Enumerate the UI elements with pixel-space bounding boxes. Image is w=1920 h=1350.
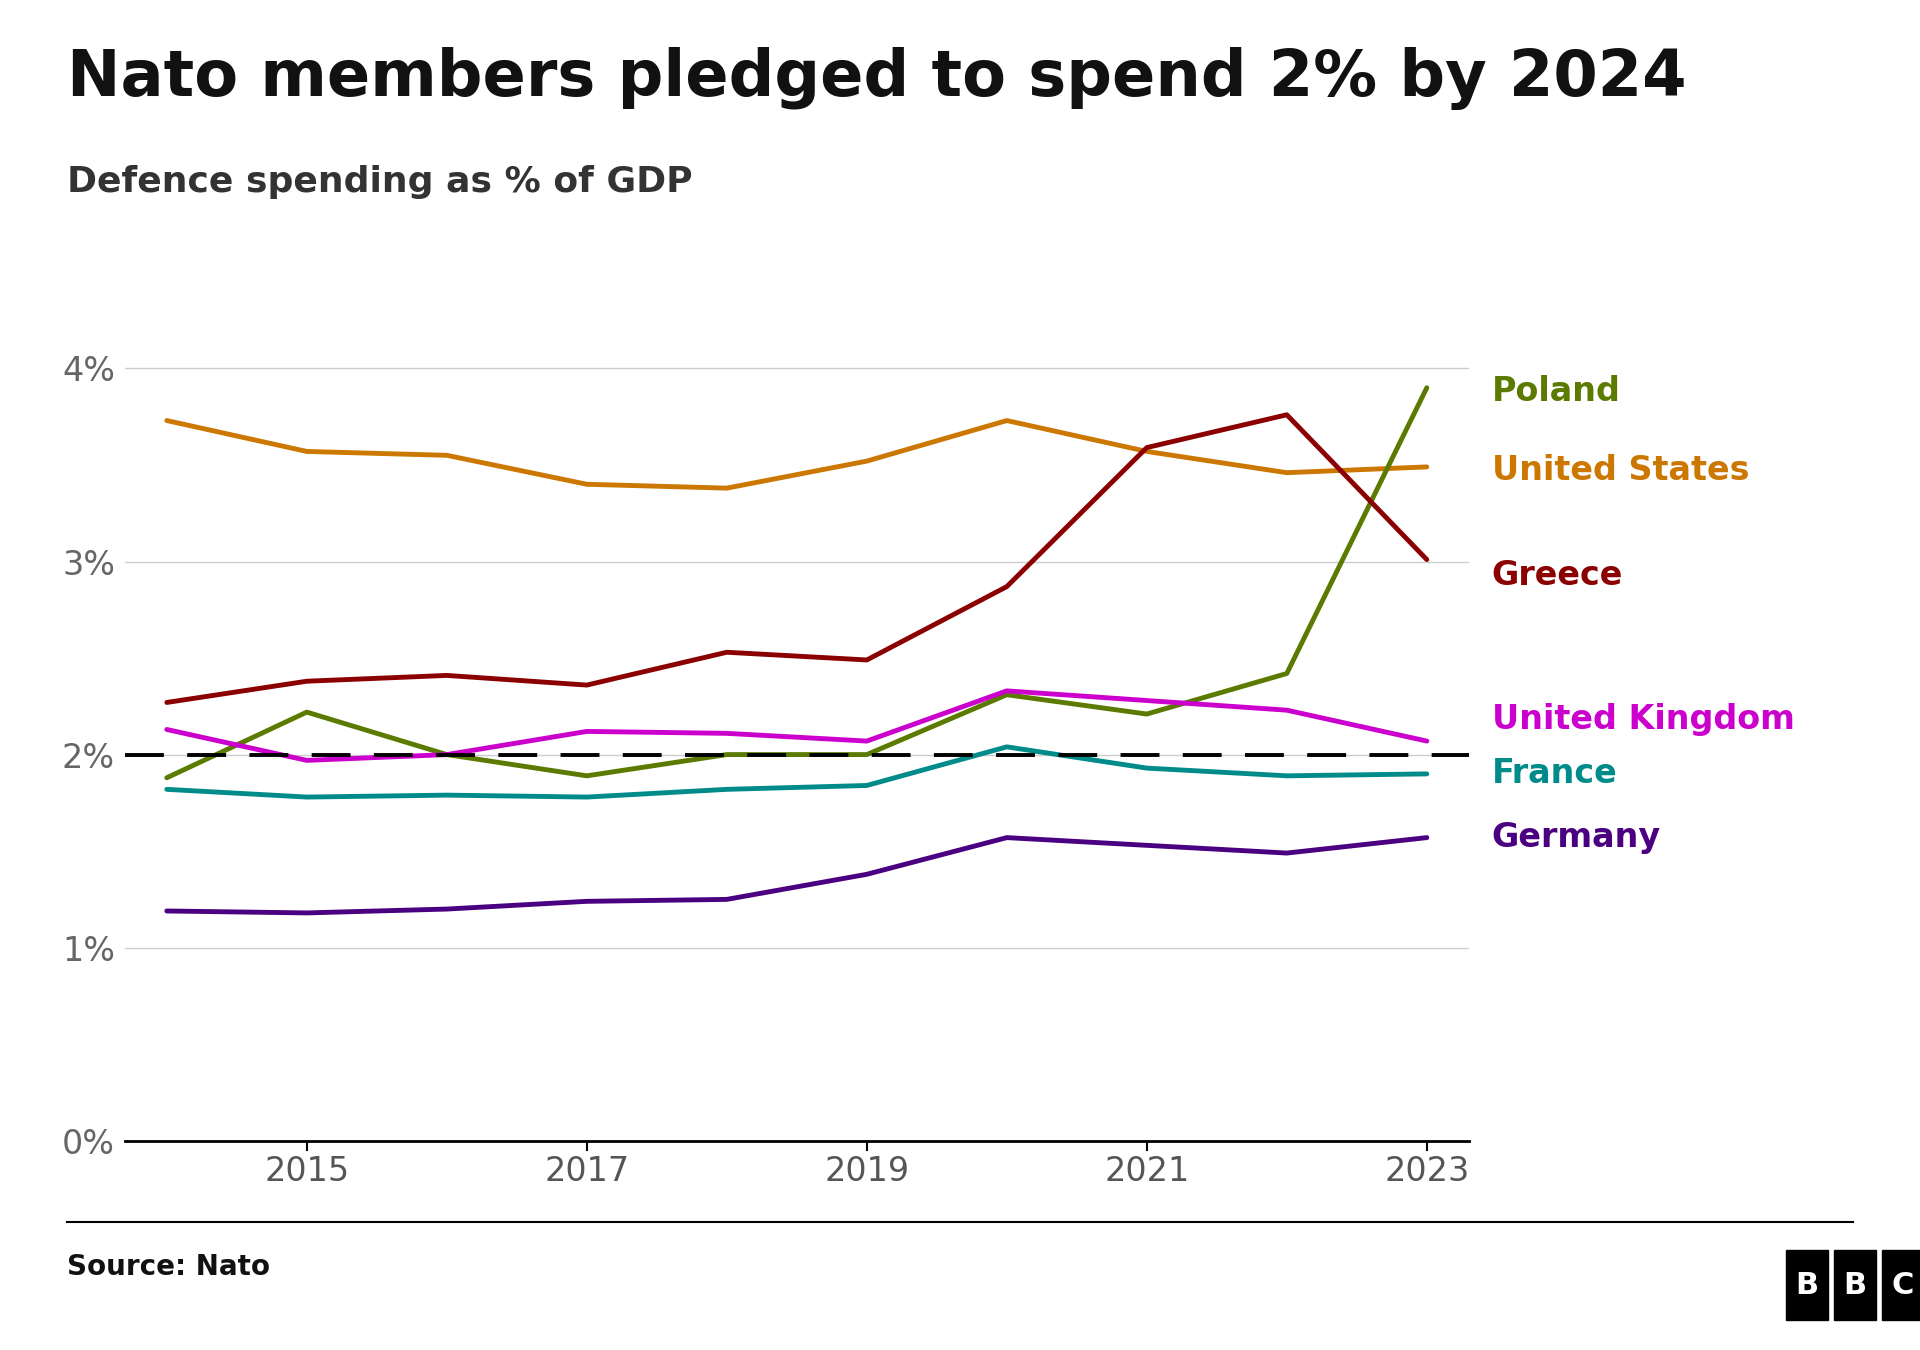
Text: Nato members pledged to spend 2% by 2024: Nato members pledged to spend 2% by 2024 [67, 47, 1686, 111]
Text: B: B [1843, 1270, 1866, 1300]
Text: Defence spending as % of GDP: Defence spending as % of GDP [67, 165, 693, 198]
Text: France: France [1492, 757, 1617, 790]
Text: United Kingdom: United Kingdom [1492, 703, 1795, 736]
Text: Germany: Germany [1492, 821, 1661, 855]
Text: United States: United States [1492, 454, 1749, 487]
Text: B: B [1795, 1270, 1818, 1300]
Text: Greece: Greece [1492, 559, 1622, 591]
Text: Poland: Poland [1492, 375, 1620, 408]
Text: Source: Nato: Source: Nato [67, 1253, 271, 1281]
Text: C: C [1891, 1270, 1914, 1300]
